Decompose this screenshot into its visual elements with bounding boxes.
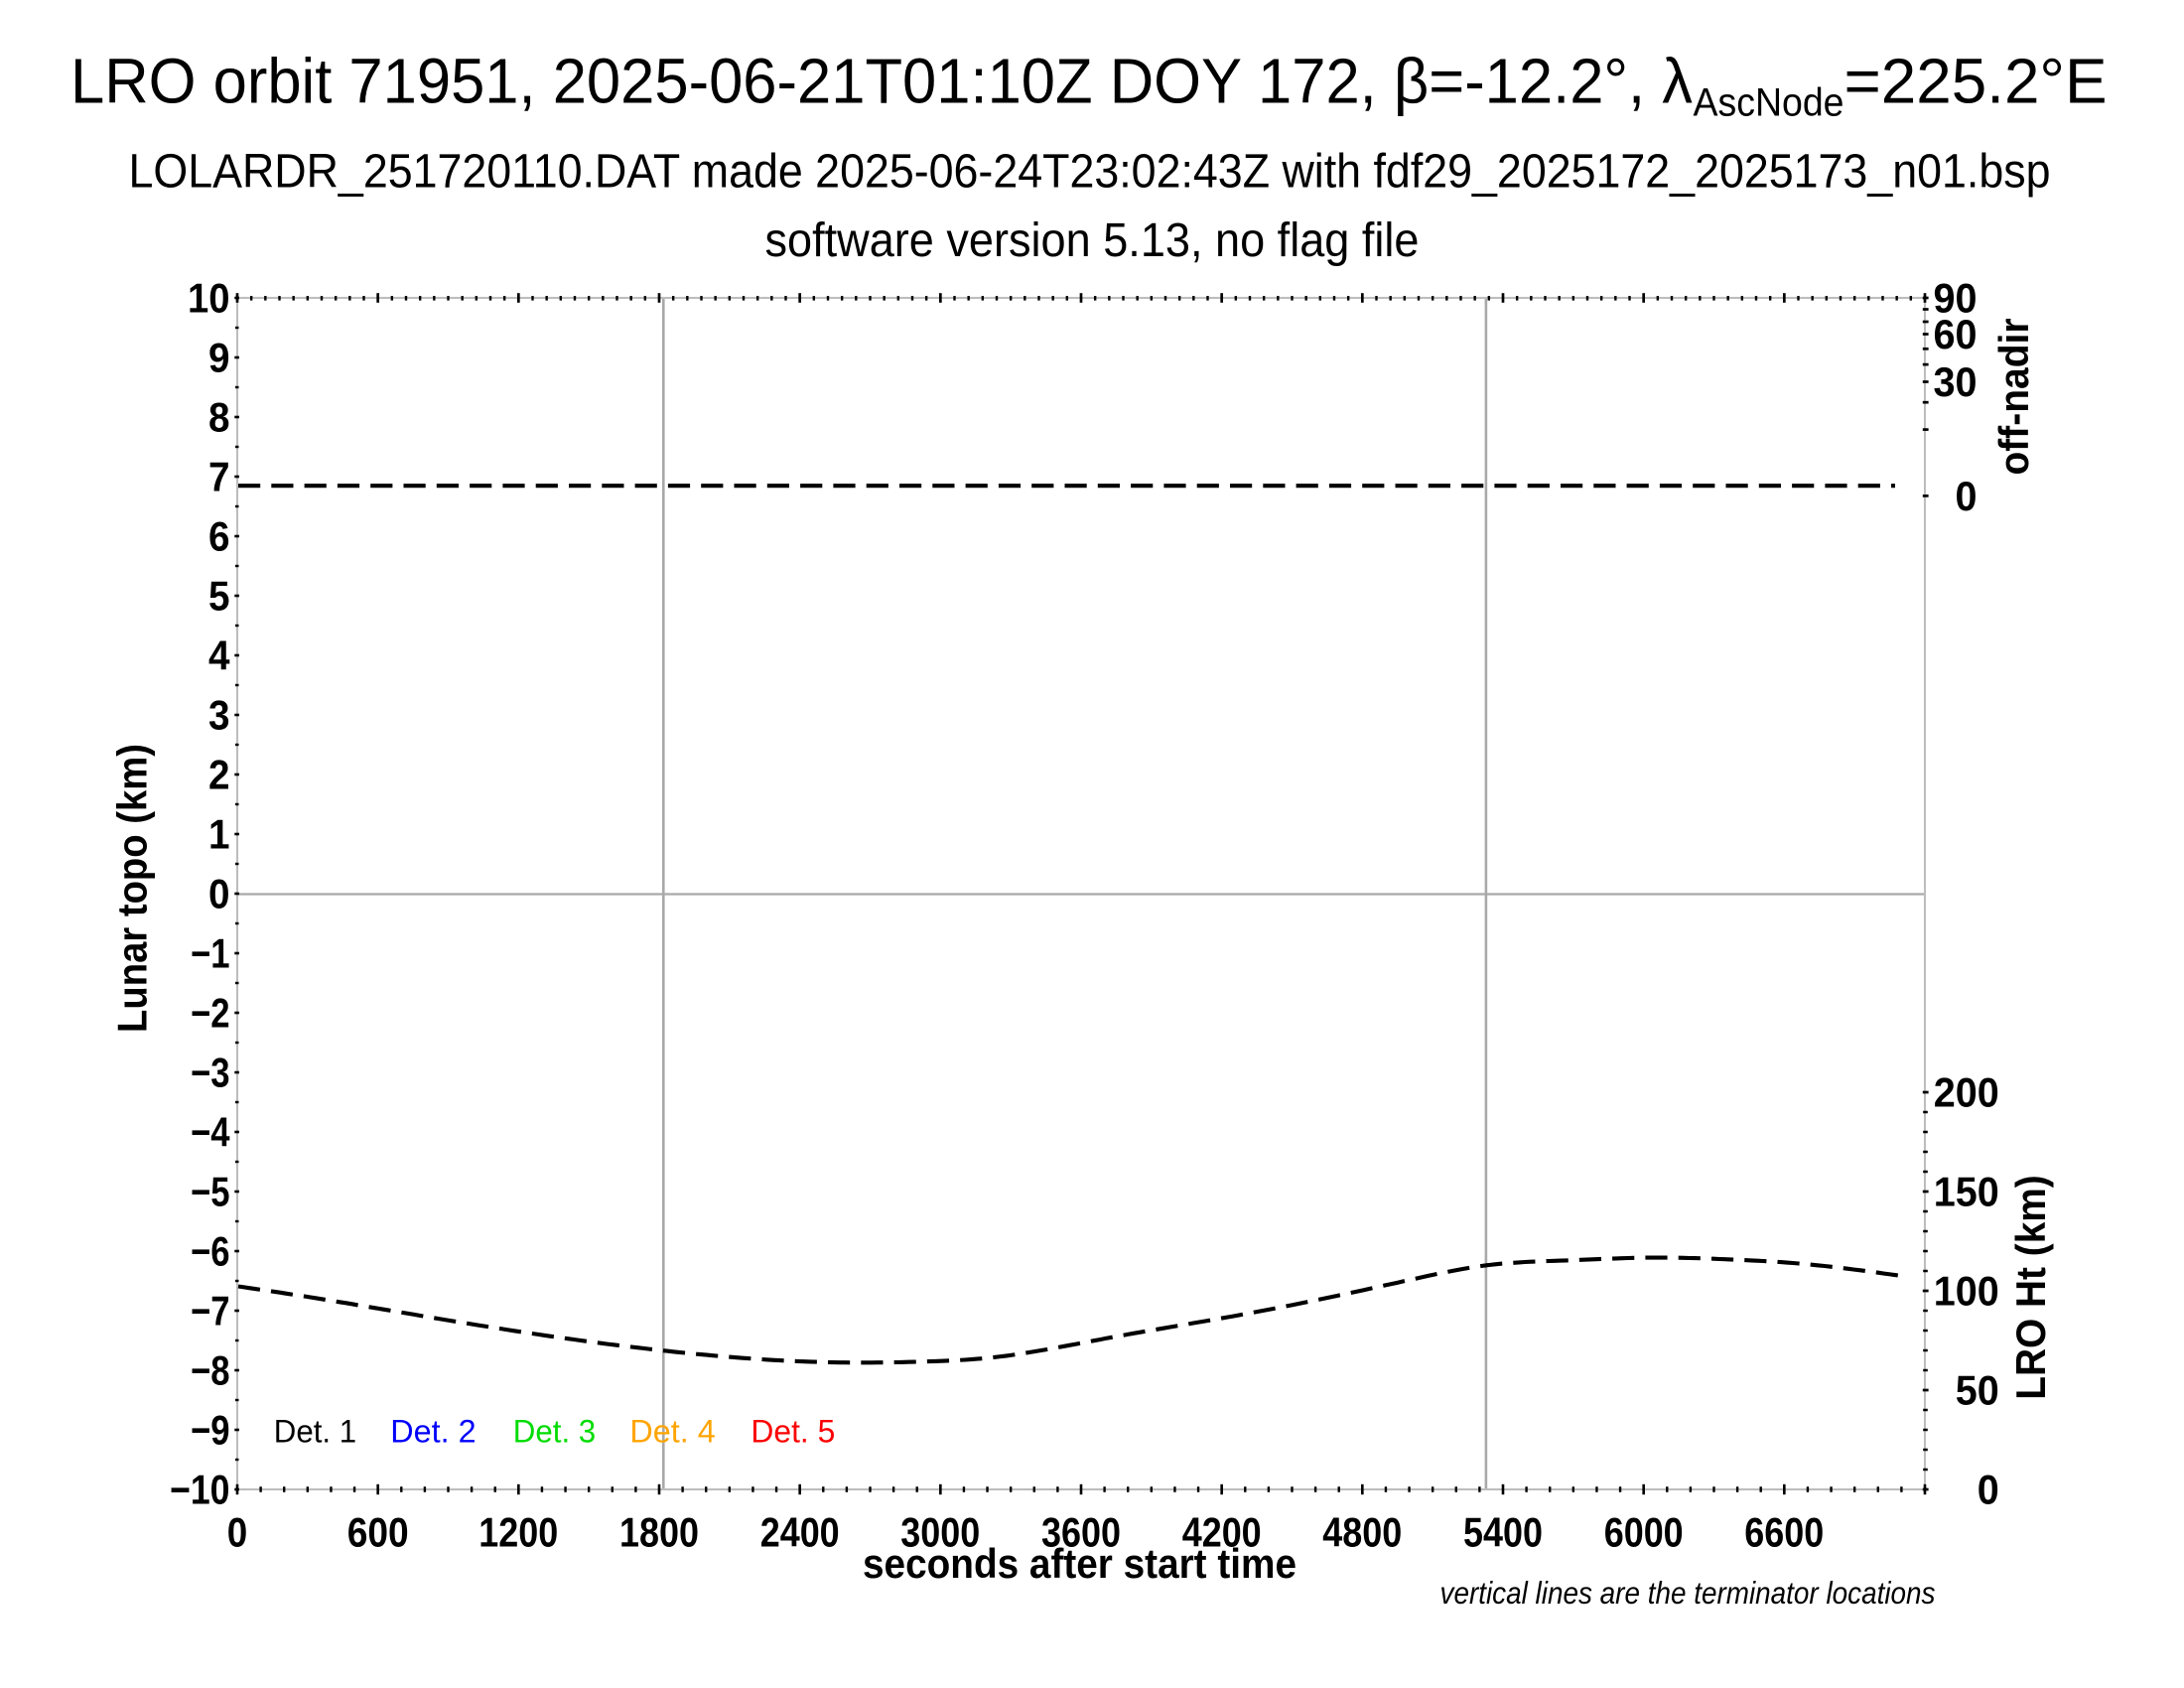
svg-text:3000: 3000: [900, 1509, 980, 1556]
svg-text:software version 5.13, no flag: software version 5.13, no flag file: [765, 214, 1420, 267]
svg-text:50: 50: [1956, 1367, 1999, 1414]
svg-text:LOLARDR_251720110.DAT made 202: LOLARDR_251720110.DAT made 2025-06-24T23…: [129, 146, 2051, 199]
svg-text:30: 30: [1934, 358, 1978, 405]
svg-text:LRO Ht (km): LRO Ht (km): [2007, 1175, 2054, 1400]
svg-text:5: 5: [208, 573, 230, 620]
svg-text:−7: −7: [191, 1288, 230, 1335]
svg-text:200: 200: [1934, 1069, 1999, 1116]
svg-text:−10: −10: [170, 1467, 230, 1513]
svg-text:4800: 4800: [1322, 1509, 1402, 1556]
svg-text:2: 2: [208, 752, 230, 798]
svg-text:Det. 2: Det. 2: [390, 1414, 476, 1450]
svg-text:1800: 1800: [619, 1509, 699, 1556]
svg-text:100: 100: [1934, 1268, 1999, 1315]
svg-text:Det. 4: Det. 4: [629, 1414, 715, 1450]
svg-text:Det. 3: Det. 3: [513, 1414, 596, 1450]
svg-text:0: 0: [1978, 1467, 1999, 1513]
svg-text:3: 3: [208, 692, 230, 739]
svg-text:0: 0: [208, 871, 230, 917]
svg-text:seconds after start time: seconds after start time: [863, 1540, 1297, 1587]
svg-text:−4: −4: [191, 1109, 230, 1156]
svg-text:−3: −3: [191, 1050, 230, 1096]
svg-text:6000: 6000: [1604, 1509, 1684, 1556]
svg-text:600: 600: [347, 1509, 409, 1556]
svg-text:6: 6: [208, 513, 230, 560]
svg-text:8: 8: [208, 394, 230, 441]
svg-text:0: 0: [227, 1509, 248, 1556]
svg-text:Det. 5: Det. 5: [751, 1414, 835, 1450]
svg-text:90: 90: [1934, 275, 1978, 322]
svg-text:3600: 3600: [1041, 1509, 1121, 1556]
svg-text:Det. 1: Det. 1: [274, 1414, 356, 1450]
svg-text:Lunar topo (km): Lunar topo (km): [109, 744, 156, 1033]
svg-text:1: 1: [208, 811, 230, 858]
svg-text:−6: −6: [191, 1228, 230, 1275]
svg-text:0: 0: [1956, 473, 1978, 519]
svg-text:2400: 2400: [760, 1509, 840, 1556]
svg-text:off-nadir: off-nadir: [1990, 319, 2037, 476]
svg-text:−8: −8: [191, 1347, 230, 1394]
svg-text:6600: 6600: [1744, 1509, 1824, 1556]
svg-text:−9: −9: [191, 1407, 230, 1454]
svg-text:−2: −2: [191, 990, 230, 1037]
svg-text:−5: −5: [191, 1169, 230, 1215]
svg-text:LRO orbit 71951, 2025-06-21T01: LRO orbit 71951, 2025-06-21T01:10Z DOY 1…: [70, 46, 2108, 125]
svg-text:5400: 5400: [1463, 1509, 1543, 1556]
svg-text:60: 60: [1934, 311, 1978, 357]
svg-text:150: 150: [1934, 1169, 1999, 1215]
svg-text:1200: 1200: [478, 1509, 558, 1556]
svg-text:10: 10: [188, 275, 230, 322]
svg-text:vertical lines are the termina: vertical lines are the terminator locati…: [1440, 1575, 1936, 1611]
svg-text:9: 9: [208, 335, 230, 381]
svg-text:4: 4: [208, 633, 230, 679]
svg-text:7: 7: [208, 454, 230, 500]
svg-text:4200: 4200: [1182, 1509, 1262, 1556]
svg-text:−1: −1: [191, 930, 230, 977]
